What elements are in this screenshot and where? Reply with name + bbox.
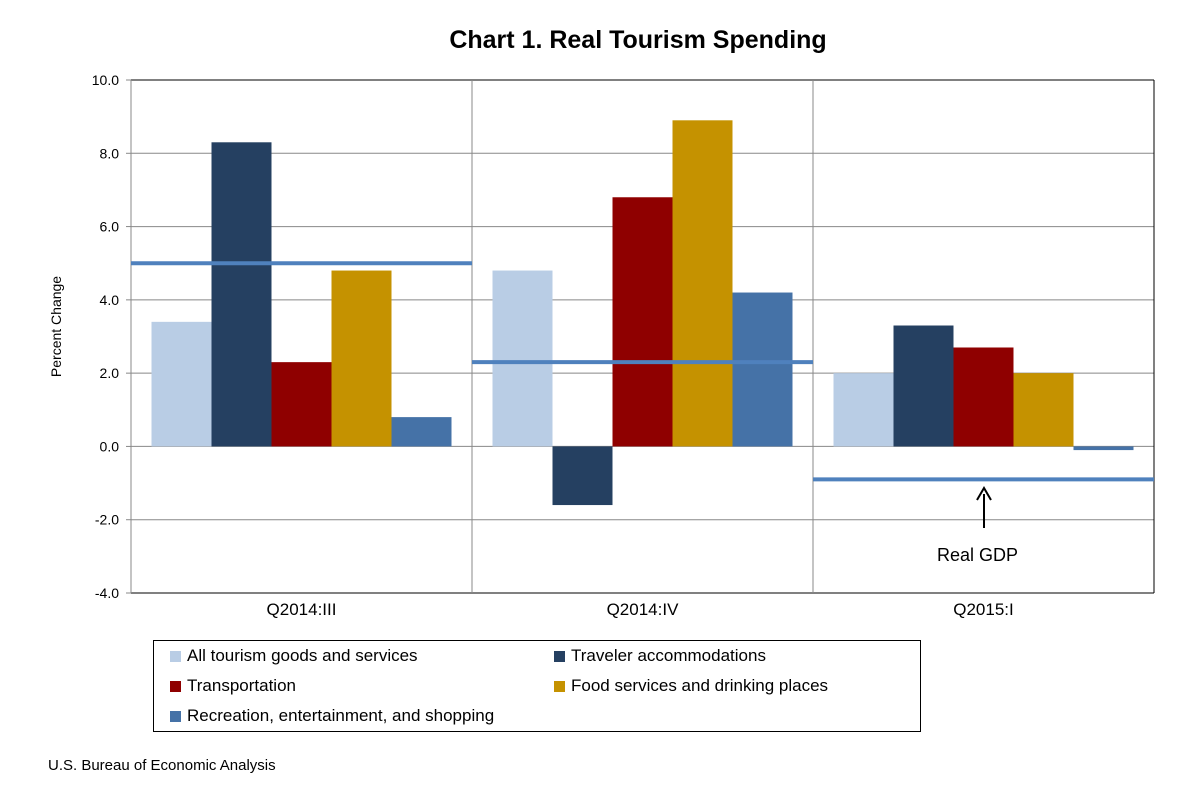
legend-label: All tourism goods and services [187, 646, 418, 665]
legend-item: Transportation [170, 676, 296, 696]
bar-1-1 [552, 446, 613, 506]
legend-item: Traveler accommodations [554, 646, 766, 666]
arrow-head-icon [976, 486, 992, 501]
legend-swatch [554, 650, 565, 662]
y-tick-label: 8.0 [100, 145, 120, 161]
y-tick-label: 0.0 [100, 438, 120, 454]
bar-2-3 [1013, 373, 1074, 447]
bar-2-4 [1073, 446, 1134, 451]
y-tick-label: 2.0 [100, 365, 120, 381]
legend-item: Recreation, entertainment, and shopping [170, 706, 494, 726]
x-tick-label: Q2015:I [953, 600, 1014, 619]
legend-item: All tourism goods and services [170, 646, 418, 666]
x-tick-label: Q2014:III [267, 600, 337, 619]
bar-1-4 [732, 292, 793, 447]
legend: All tourism goods and services Traveler … [153, 640, 921, 732]
y-tick-label: 6.0 [100, 219, 120, 235]
legend-item: Food services and drinking places [554, 676, 828, 696]
source-note: U.S. Bureau of Economic Analysis [48, 757, 276, 774]
bar-0-4 [391, 417, 452, 447]
bar-2-1 [893, 325, 954, 447]
y-tick-label: 10.0 [92, 72, 119, 88]
legend-swatch [170, 680, 181, 692]
bar-2-0 [833, 373, 894, 447]
legend-label: Recreation, entertainment, and shopping [187, 706, 495, 725]
bar-0-0 [151, 321, 212, 447]
y-tick-label: -4.0 [95, 585, 119, 601]
y-tick-label: 4.0 [100, 292, 120, 308]
bar-0-2 [271, 362, 332, 447]
legend-label: Traveler accommodations [571, 646, 766, 665]
legend-swatch [170, 650, 181, 662]
bar-0-3 [331, 270, 392, 447]
y-axis-label: Percent Change [48, 276, 64, 377]
bar-1-0 [492, 270, 553, 447]
bar-1-3 [672, 120, 733, 447]
y-tick-label: -2.0 [95, 512, 119, 528]
legend-swatch [170, 710, 181, 722]
bar-2-2 [953, 347, 1014, 447]
legend-label: Transportation [187, 676, 296, 695]
bar-0-1 [211, 142, 272, 447]
annotation-real-gdp: Real GDP [937, 545, 1019, 565]
bar-1-2 [612, 197, 673, 447]
chart-title: Chart 1. Real Tourism Spending [449, 26, 827, 54]
legend-label: Food services and drinking places [571, 676, 829, 695]
x-tick-label: Q2014:IV [607, 600, 679, 619]
legend-swatch [554, 680, 565, 692]
